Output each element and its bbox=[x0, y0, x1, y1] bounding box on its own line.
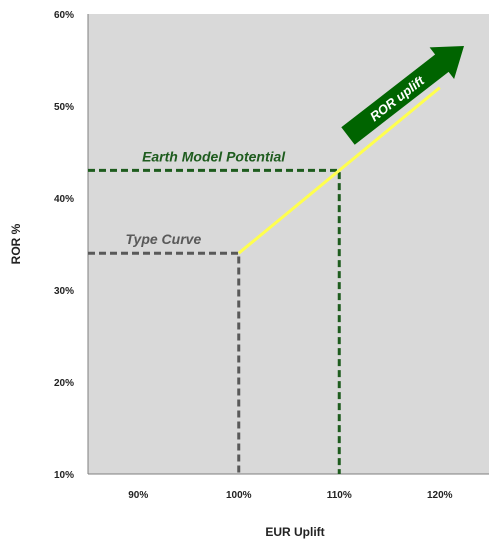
reference-line bbox=[88, 251, 241, 474]
x-tick-label: 120% bbox=[427, 490, 453, 501]
series-lines bbox=[237, 86, 441, 255]
y-tick-label: 30% bbox=[54, 286, 74, 297]
x-tick-label: 100% bbox=[226, 490, 252, 501]
reference-label: Type Curve bbox=[126, 231, 202, 247]
reference-lines: Type Curve Earth Model Potential bbox=[88, 148, 341, 474]
y-tick-label: 20% bbox=[54, 378, 74, 389]
y-tick-label: 40% bbox=[54, 194, 74, 205]
reference-line bbox=[88, 168, 341, 474]
y-tick-labels: 10% 20% 30% 40% 50% 60% bbox=[54, 10, 74, 481]
y-tick-label: 50% bbox=[54, 102, 74, 113]
y-axis-title: ROR % bbox=[9, 223, 23, 264]
x-tick-label: 110% bbox=[327, 490, 352, 501]
y-tick-label: 60% bbox=[54, 10, 74, 21]
y-tick-label: 10% bbox=[54, 470, 74, 481]
x-tick-labels: 90% 100% 110% 120% bbox=[128, 490, 452, 501]
series-line bbox=[237, 86, 441, 255]
reference-label: Earth Model Potential bbox=[142, 148, 286, 164]
x-tick-label: 90% bbox=[128, 490, 148, 501]
x-axis-title: EUR Uplift bbox=[265, 525, 324, 539]
arrow-shape bbox=[341, 46, 464, 145]
